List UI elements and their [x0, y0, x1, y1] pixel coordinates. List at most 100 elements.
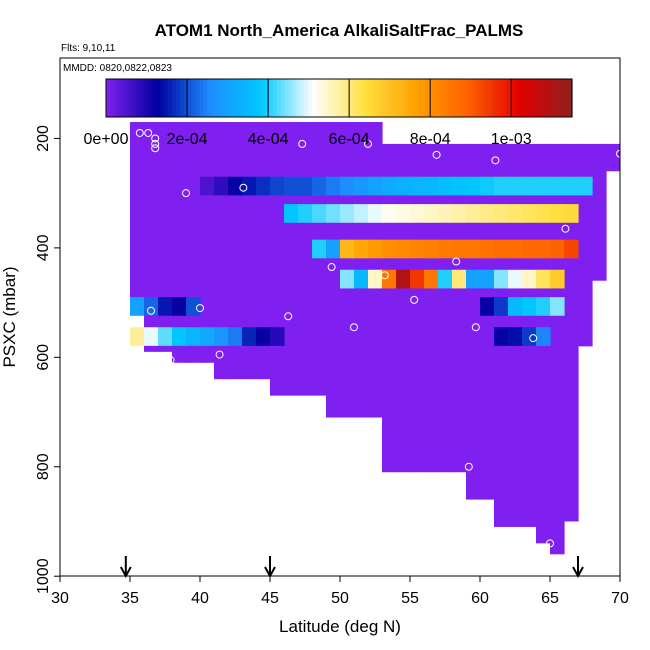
heatmap-cell: [550, 269, 565, 289]
heatmap-cell: [466, 204, 481, 223]
heatmap-cell: [158, 297, 173, 316]
heatmap-cell: [424, 204, 439, 223]
heatmap-cell: [494, 297, 509, 316]
heatmap-cell: [494, 176, 509, 196]
colorbar-segment: [144, 79, 150, 117]
colorbar-segment: [206, 79, 212, 117]
colorbar-segment: [125, 79, 130, 117]
colorbar-segment: [498, 79, 503, 117]
x-tick-label: 40: [191, 590, 209, 607]
coverage-column: [172, 122, 187, 363]
heatmap-cell: [494, 204, 509, 223]
heatmap-cell: [522, 327, 537, 346]
heatmap-cell: [466, 269, 481, 289]
heatmap-cell: [270, 176, 285, 196]
y-tick-label: 400: [35, 234, 52, 261]
heatmap-cell: [578, 176, 593, 196]
y-axis-label: PSXC (mbar): [0, 266, 19, 367]
colorbar-segment: [525, 79, 530, 117]
coverage-column: [312, 122, 327, 396]
observation-point: [120, 150, 129, 159]
colorbar-segment: [113, 79, 119, 117]
x-tick-label: 65: [541, 590, 559, 607]
colorbar-segment: [482, 79, 488, 117]
heatmap-cell: [480, 269, 495, 289]
colorbar-segment: [443, 79, 449, 117]
heatmap-cell: [438, 204, 453, 223]
coverage-column: [158, 122, 173, 352]
heatmap-cell: [186, 297, 201, 316]
heatmap-cell: [382, 204, 397, 223]
heatmap-cell: [424, 239, 439, 259]
heatmap-cell: [452, 176, 467, 196]
coverage-column: [270, 122, 285, 396]
heatmap-cell: [354, 176, 369, 196]
heatmap-cell: [298, 204, 313, 223]
colorbar-segment: [548, 79, 554, 117]
colorbar-segment: [109, 79, 115, 117]
observation-point: [380, 271, 389, 280]
colorbar-segment: [408, 79, 414, 117]
colorbar-segment: [564, 79, 569, 117]
colorbar-segment: [424, 79, 429, 117]
colorbar-segment: [117, 79, 123, 117]
coverage-column: [284, 122, 299, 396]
colorbar-segment: [129, 79, 134, 117]
colorbar-segment: [226, 79, 231, 117]
heatmap-cell: [536, 269, 551, 289]
coverage-column: [578, 143, 593, 347]
heatmap-cell: [200, 327, 215, 346]
heatmap-cell: [550, 239, 565, 259]
colorbar-segment: [513, 79, 519, 117]
colorbar-segment: [389, 79, 394, 117]
colorbar-segment: [556, 79, 561, 117]
colorbar-segment: [199, 79, 204, 117]
colorbar-segment: [222, 79, 227, 117]
colorbar-segment: [447, 79, 453, 117]
coverage-column: [396, 143, 411, 473]
heatmap-cell: [508, 176, 523, 196]
heatmap-cell: [410, 269, 425, 289]
observation-point: [166, 356, 175, 365]
colorbar-segment: [505, 79, 511, 117]
latitude-arrow-icon: [264, 556, 276, 579]
heatmap-cell: [396, 204, 411, 223]
colorbar-segment: [137, 79, 142, 117]
heatmap-cell: [550, 176, 565, 196]
x-tick-label: 70: [611, 590, 629, 607]
colorbar-segment: [393, 79, 398, 117]
colorbar-segment: [478, 79, 484, 117]
colorbar-segment: [234, 79, 239, 117]
colorbar-segment: [401, 79, 406, 117]
heatmap-cell: [494, 239, 509, 259]
heatmap-cell: [522, 204, 537, 223]
colorbar-segment: [537, 79, 542, 117]
observation-point: [215, 350, 224, 359]
heatmap-cell: [382, 176, 397, 196]
heatmap-cell: [228, 176, 243, 196]
observation-point: [471, 323, 480, 332]
heatmap-cell: [480, 239, 495, 259]
colorbar-segment: [210, 79, 216, 117]
colorbar-segment: [183, 79, 189, 117]
heatmap-cell: [452, 269, 467, 289]
observation-point: [410, 295, 419, 304]
colorbar-segment: [272, 79, 278, 117]
colorbar-segment: [471, 79, 476, 117]
heatmap-cell: [480, 176, 495, 196]
observation-point: [147, 306, 155, 315]
heatmap-cell: [340, 176, 355, 196]
x-tick-label: 45: [261, 590, 279, 607]
colorbar-tick-label: 1e-03: [491, 131, 532, 148]
colorbar-segment: [552, 79, 558, 117]
colorbar-segment: [331, 79, 336, 117]
heatmap-cell: [158, 327, 173, 346]
heatmap-cell: [312, 176, 327, 196]
observation-point: [182, 189, 190, 198]
latitude-arrows: [119, 556, 584, 579]
coverage-column: [452, 143, 467, 473]
heatmap-cell: [284, 204, 299, 223]
colorbar-segment: [397, 79, 402, 117]
coverage-column: [298, 122, 313, 396]
colorbar-segment: [385, 79, 391, 117]
